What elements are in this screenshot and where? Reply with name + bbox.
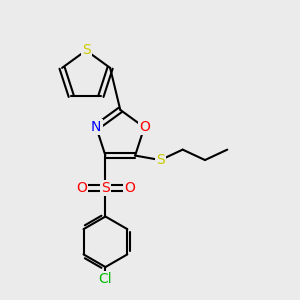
Text: N: N [91, 120, 101, 134]
Text: O: O [124, 181, 135, 195]
Text: S: S [101, 181, 110, 195]
Text: Cl: Cl [99, 272, 112, 286]
Text: O: O [139, 120, 150, 134]
Text: O: O [76, 181, 87, 195]
Text: S: S [156, 153, 165, 167]
Text: S: S [82, 44, 91, 57]
